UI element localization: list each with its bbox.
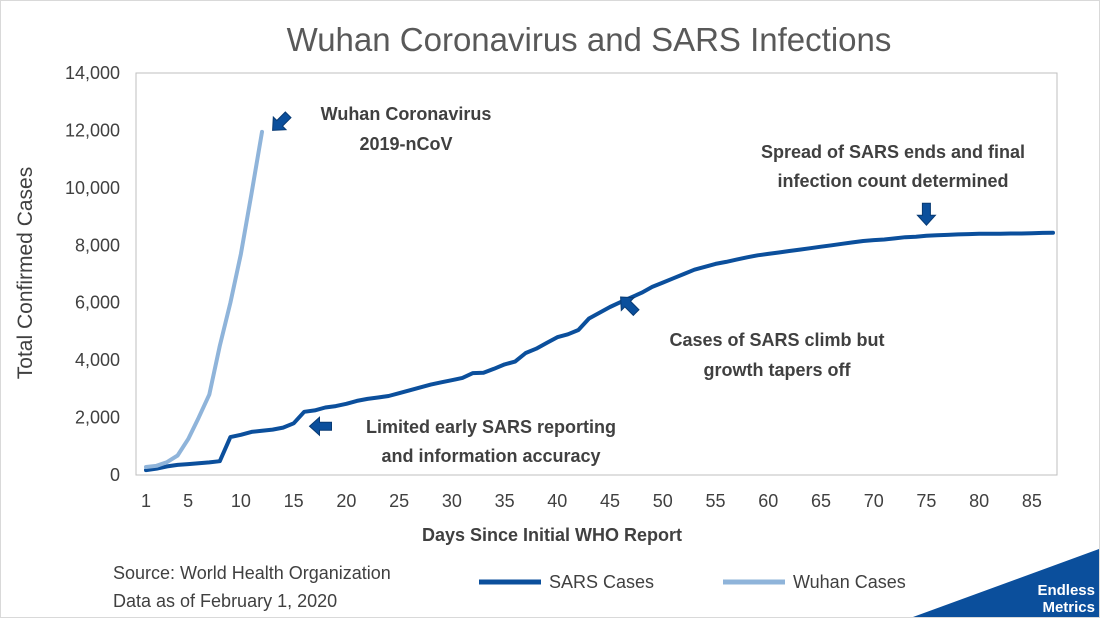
annotation-arrow (620, 296, 640, 317)
x-tick-label: 25 (389, 491, 409, 511)
y-tick-label: 2,000 (75, 408, 120, 428)
x-tick-label: 55 (705, 491, 725, 511)
annotation-text: growth tapers off (704, 360, 852, 380)
annotation-layer: Wuhan Coronavirus 2019-nCoV Spread of SARS… (272, 104, 1025, 466)
annotation-arrow (308, 416, 332, 437)
x-tick-label: 80 (969, 491, 989, 511)
plot-area-border (135, 72, 1058, 476)
x-tick-label: 60 (758, 491, 778, 511)
x-axis-ticks: 1 5 10 15 20 25 30 35 40 45 50 55 60 65 70 75 80 85 (141, 491, 1042, 511)
series-line-1 (144, 129, 264, 469)
y-axis-ticks: 0 2,000 4,000 6,000 8,000 10,000 12,000 14,000 (65, 63, 120, 485)
x-tick-label: 70 (864, 491, 884, 511)
x-tick-label: 65 (811, 491, 831, 511)
x-tick-label: 10 (231, 491, 251, 511)
annotation-text: and information accuracy (381, 446, 600, 466)
x-axis-title: Days Since Initial WHO Report (422, 525, 682, 545)
y-tick-label: 14,000 (65, 63, 120, 83)
y-axis-title: Total Confirmed Cases (14, 167, 37, 379)
x-tick-label: 85 (1022, 491, 1042, 511)
y-tick-label: 10,000 (65, 178, 120, 198)
x-tick-label: 75 (916, 491, 936, 511)
series-line-0 (144, 230, 1055, 473)
legend: SARS Cases Wuhan Cases (479, 572, 906, 592)
plot-frame (135, 72, 1058, 476)
logo-triangle (913, 549, 1099, 617)
y-tick-label: 8,000 (75, 235, 120, 255)
series-layer (144, 129, 1055, 473)
annotation-text: 2019-nCoV (359, 134, 452, 154)
logo-line-2: Metrics (1042, 599, 1095, 616)
data-date-text: Data as of February 1, 2020 (113, 591, 337, 611)
x-tick-label: 30 (442, 491, 462, 511)
annotation-text: infection count determined (777, 171, 1008, 191)
y-tick-label: 6,000 (75, 293, 120, 313)
y-tick-label: 12,000 (65, 120, 120, 140)
endless-metrics-logo: Endless Metrics (913, 549, 1099, 617)
source-text: Source: World Health Organization (113, 563, 391, 583)
y-tick-label: 0 (110, 465, 120, 485)
annotation-text: Spread of SARS ends and final (761, 142, 1025, 162)
chart-title: Wuhan Coronavirus and SARS Infections (287, 21, 892, 58)
x-tick-label: 1 (141, 491, 151, 511)
x-tick-label: 50 (653, 491, 673, 511)
x-tick-label: 35 (495, 491, 515, 511)
legend-label-sars: SARS Cases (549, 572, 654, 592)
x-tick-label: 5 (183, 491, 193, 511)
annotation-arrow (916, 202, 937, 226)
annotation-text: Cases of SARS climb but (669, 330, 884, 350)
annotation-arrow (272, 111, 292, 131)
x-tick-label: 45 (600, 491, 620, 511)
logo-line-1: Endless (1037, 582, 1095, 599)
x-tick-label: 40 (547, 491, 567, 511)
legend-label-wuhan: Wuhan Cases (793, 572, 906, 592)
annotation-text: Limited early SARS reporting (366, 417, 616, 437)
x-tick-label: 20 (336, 491, 356, 511)
x-tick-label: 15 (284, 491, 304, 511)
annotation-text: Wuhan Coronavirus (321, 104, 492, 124)
y-tick-label: 4,000 (75, 350, 120, 370)
